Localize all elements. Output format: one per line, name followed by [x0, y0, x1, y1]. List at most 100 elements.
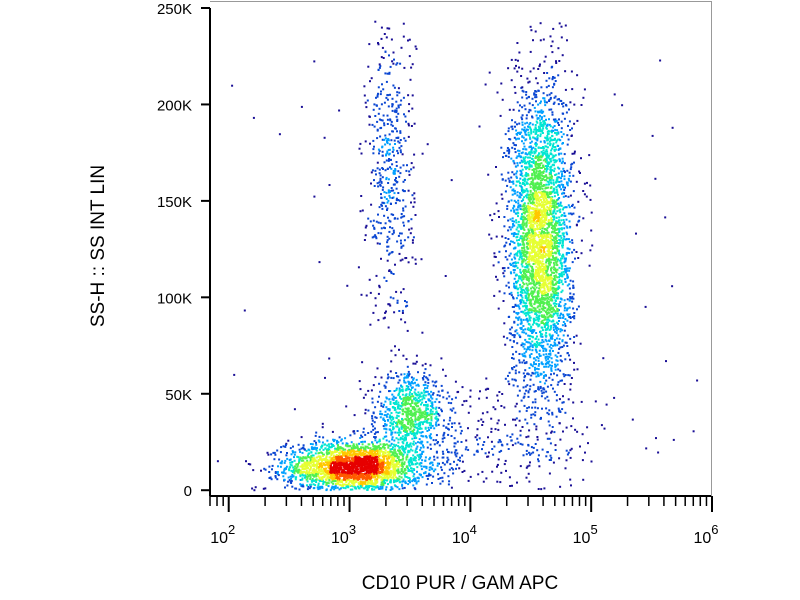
event-point: [330, 442, 333, 445]
event-point: [336, 486, 339, 489]
event-point: [283, 469, 286, 472]
event-point: [553, 207, 556, 210]
event-point: [388, 194, 391, 197]
event-point: [377, 470, 380, 473]
event-point: [518, 122, 521, 125]
event-point: [523, 343, 526, 346]
event-point: [385, 479, 388, 482]
event-point: [429, 364, 432, 367]
event-point: [332, 458, 335, 461]
event-point: [342, 470, 345, 473]
event-point: [274, 453, 277, 456]
event-point: [277, 474, 280, 477]
event-point: [430, 396, 433, 399]
event-point: [387, 199, 390, 202]
event-point: [428, 374, 431, 377]
event-point: [558, 278, 561, 281]
event-point: [388, 303, 391, 306]
event-point: [374, 479, 377, 482]
event-point: [540, 253, 543, 256]
event-point: [539, 219, 542, 222]
event-point: [549, 212, 552, 215]
event-point: [406, 396, 409, 398]
event-point: [322, 470, 325, 473]
event-point: [392, 148, 395, 151]
event-point: [360, 447, 363, 450]
event-point: [379, 447, 382, 449]
event-point: [522, 301, 525, 304]
event-point: [544, 104, 547, 107]
event-point: [546, 302, 548, 305]
event-point: [515, 208, 518, 211]
event-point: [339, 487, 342, 490]
event-point: [389, 93, 391, 96]
event-point: [513, 209, 516, 212]
event-point: [334, 451, 337, 453]
event-point: [388, 148, 391, 151]
event-point: [400, 423, 403, 426]
event-point: [574, 257, 576, 260]
event-point: [354, 456, 357, 459]
event-point: [302, 459, 305, 462]
event-point: [404, 446, 407, 449]
event-point: [365, 106, 368, 109]
event-point: [330, 481, 333, 484]
event-point: [548, 303, 551, 306]
event-point: [387, 467, 390, 470]
event-point: [559, 330, 562, 333]
event-point: [301, 451, 304, 454]
event-point: [395, 437, 398, 440]
event-point: [525, 97, 528, 100]
event-point: [428, 473, 431, 476]
event-point: [529, 25, 532, 28]
event-point: [337, 469, 340, 472]
event-point: [387, 451, 390, 453]
event-point: [412, 484, 415, 487]
event-point: [299, 483, 302, 486]
event-point: [348, 452, 351, 455]
event-point: [384, 50, 387, 53]
event-point: [338, 457, 341, 460]
event-point: [427, 426, 430, 429]
event-point: [392, 477, 395, 480]
event-point: [533, 215, 536, 218]
event-point: [280, 446, 283, 449]
event-point: [536, 134, 539, 137]
event-point: [397, 112, 400, 115]
event-point: [388, 453, 391, 456]
event-point: [345, 461, 348, 464]
event-point: [333, 468, 336, 471]
event-point: [376, 182, 379, 185]
event-point: [331, 450, 334, 453]
event-point: [575, 251, 578, 253]
event-point: [402, 209, 405, 212]
event-point: [511, 119, 513, 122]
event-point: [374, 416, 377, 419]
event-point: [351, 488, 354, 491]
event-point: [519, 243, 522, 246]
event-point: [318, 462, 321, 465]
event-point: [355, 461, 358, 464]
event-point: [404, 257, 407, 260]
event-point: [550, 227, 553, 229]
event-point: [366, 461, 369, 463]
event-point: [376, 445, 379, 448]
event-point: [350, 475, 353, 478]
event-point: [400, 472, 403, 475]
event-point: [337, 482, 339, 485]
event-point: [391, 415, 393, 418]
event-point: [520, 288, 523, 290]
event-point: [389, 296, 392, 299]
event-point: [405, 376, 408, 379]
event-point: [357, 266, 360, 269]
event-point: [423, 397, 426, 400]
event-point: [327, 448, 330, 451]
event-point: [435, 412, 438, 415]
event-point: [517, 215, 519, 218]
event-point: [360, 459, 363, 462]
event-point: [426, 377, 429, 380]
event-point: [340, 439, 343, 442]
event-point: [534, 96, 537, 99]
event-point: [401, 458, 404, 461]
event-point: [373, 226, 376, 229]
